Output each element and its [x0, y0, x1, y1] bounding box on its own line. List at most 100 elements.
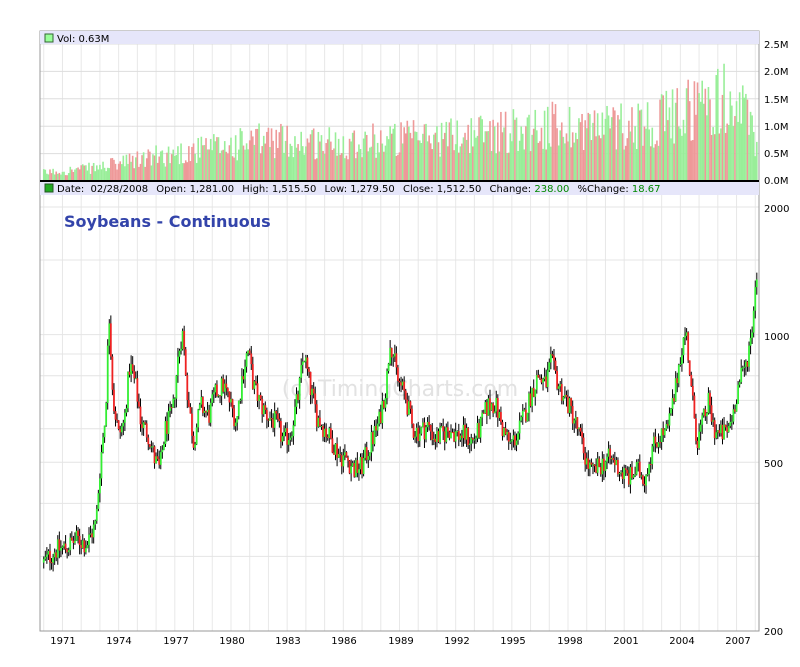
volume-bar	[381, 143, 384, 181]
price-bar-body	[727, 426, 730, 433]
price-bar-body	[253, 381, 256, 389]
price-bar-body	[166, 421, 168, 434]
price-bar-body	[684, 335, 686, 338]
price-bar-body	[141, 424, 143, 429]
price-bar-body	[681, 355, 683, 365]
volume-bar	[749, 111, 752, 181]
volume-bar	[42, 169, 45, 181]
volume-bar	[534, 109, 537, 181]
volume-bar	[244, 149, 246, 181]
volume-bar	[261, 146, 263, 181]
price-bar-body	[598, 458, 601, 468]
price-bar-body	[206, 409, 209, 413]
volume-bar	[729, 91, 732, 181]
price-bar-body	[375, 425, 377, 431]
volume-bar	[158, 156, 161, 181]
volume-bar	[138, 166, 140, 181]
price-bar-body	[312, 388, 315, 394]
price-bar-body	[234, 422, 237, 427]
volume-bar	[355, 158, 357, 181]
volume-bar	[717, 68, 719, 181]
price-bar-body	[134, 378, 137, 380]
volume-bar	[606, 105, 608, 181]
price-bar-body	[356, 460, 359, 473]
price-bar-body	[668, 413, 671, 426]
price-bar-body	[284, 428, 287, 432]
price-bar-body	[127, 371, 129, 409]
price-bar-body	[423, 422, 426, 440]
volume-bar	[662, 95, 664, 181]
volume-bar	[264, 143, 267, 181]
volume-bar	[61, 171, 64, 181]
volume-bar	[184, 160, 187, 181]
volume-bar	[145, 158, 148, 181]
volume-bar	[347, 159, 349, 181]
volume-bar	[557, 145, 560, 181]
volume-bar	[523, 149, 526, 181]
volume-bar	[601, 112, 604, 181]
volume-bar	[114, 163, 117, 181]
volume-bar	[738, 92, 741, 181]
price-bar-body	[652, 436, 655, 447]
volume-bar	[612, 107, 615, 181]
price-bar-body	[635, 462, 638, 475]
volume-bar	[576, 139, 579, 181]
volume-bar	[323, 153, 326, 181]
volume-bar	[71, 169, 73, 181]
price-bar-body	[411, 408, 413, 424]
price-bar-body	[217, 395, 220, 397]
volume-bar	[194, 153, 196, 181]
price-bar-body	[269, 418, 271, 421]
price-bar-body	[233, 408, 236, 427]
volume-bar	[548, 143, 551, 181]
price-bar-body	[540, 378, 543, 383]
volume-bar	[579, 122, 582, 181]
price-bar-body	[323, 428, 326, 437]
volume-bar	[359, 149, 362, 181]
legend-pct-change-value: 18.67	[632, 184, 661, 195]
volume-bar	[322, 150, 324, 181]
price-bar-body	[604, 461, 607, 471]
price-bar-body	[180, 349, 182, 351]
legend-open-label: Open:	[156, 184, 186, 195]
volume-bar	[262, 135, 265, 181]
price-bar-body	[69, 537, 72, 551]
price-bar-body	[309, 371, 312, 396]
price-bar-body	[368, 452, 371, 457]
price-bar-body	[136, 378, 139, 402]
volume-bar	[464, 132, 466, 181]
price-bar-body	[67, 550, 70, 553]
volume-bar	[256, 128, 259, 181]
price-bar-body	[211, 394, 214, 403]
volume-bar	[141, 155, 143, 181]
price-bar-body	[691, 385, 694, 396]
price-bar-body	[203, 410, 206, 413]
volume-bar	[342, 136, 345, 181]
price-bar-body	[610, 458, 613, 460]
volume-bar	[634, 126, 636, 181]
volume-bar	[610, 117, 613, 181]
price-bar-body	[484, 402, 487, 413]
volume-bar	[642, 145, 644, 181]
price-bar-body	[365, 447, 368, 460]
volume-bar	[629, 131, 632, 181]
volume-bar	[370, 146, 373, 181]
price-bar-body	[119, 429, 122, 433]
volume-bar	[125, 154, 128, 181]
volume-tick-label: 1.0M	[764, 122, 789, 133]
volume-bar	[448, 122, 451, 181]
volume-bar	[585, 128, 588, 181]
price-bar-body	[409, 401, 412, 409]
volume-bar	[442, 139, 444, 181]
price-bar-body	[158, 458, 161, 465]
price-bar-body	[78, 535, 81, 545]
price-bar-body	[478, 422, 480, 438]
volume-bar	[414, 131, 416, 181]
price-bar-body	[226, 388, 229, 392]
price-bar-body	[358, 469, 360, 473]
price-bar-body	[322, 426, 324, 437]
volume-bar	[737, 121, 739, 181]
price-bar-body	[521, 411, 524, 417]
volume-bar	[554, 104, 557, 181]
price-bar-body	[189, 406, 192, 414]
